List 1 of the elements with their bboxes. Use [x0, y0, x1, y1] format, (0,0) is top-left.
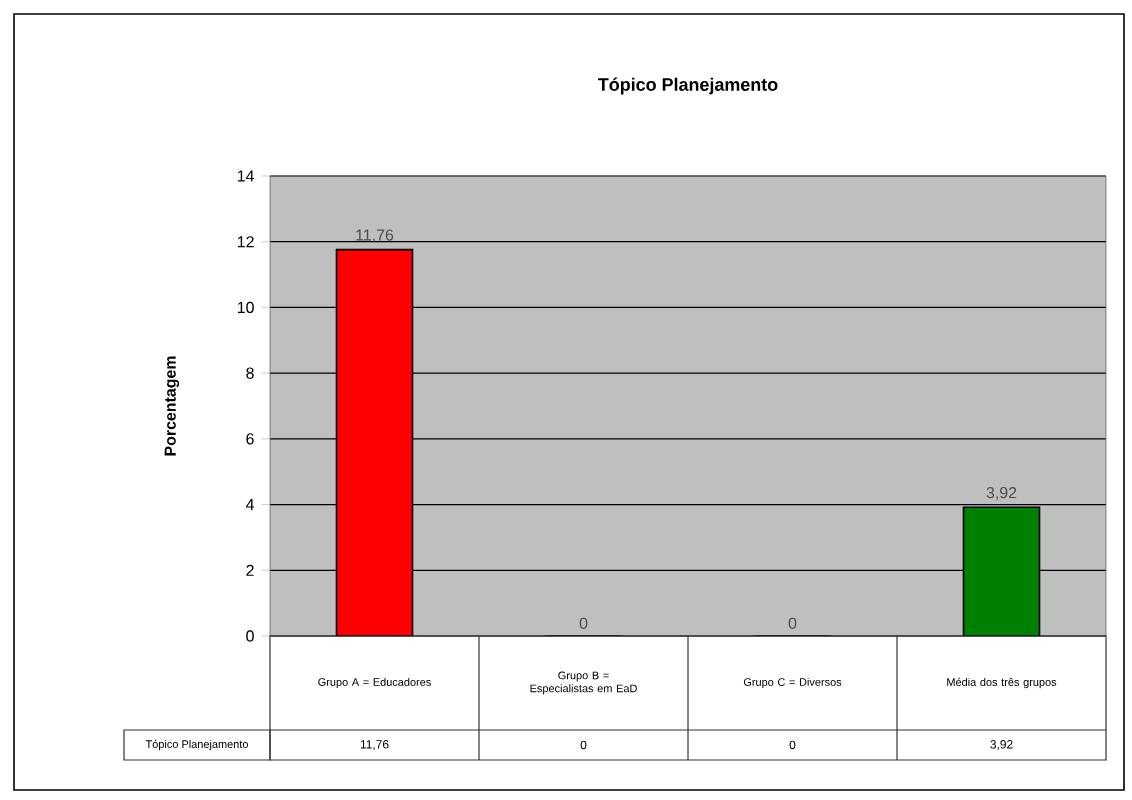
- chart-title: Tópico Planejamento: [598, 77, 778, 95]
